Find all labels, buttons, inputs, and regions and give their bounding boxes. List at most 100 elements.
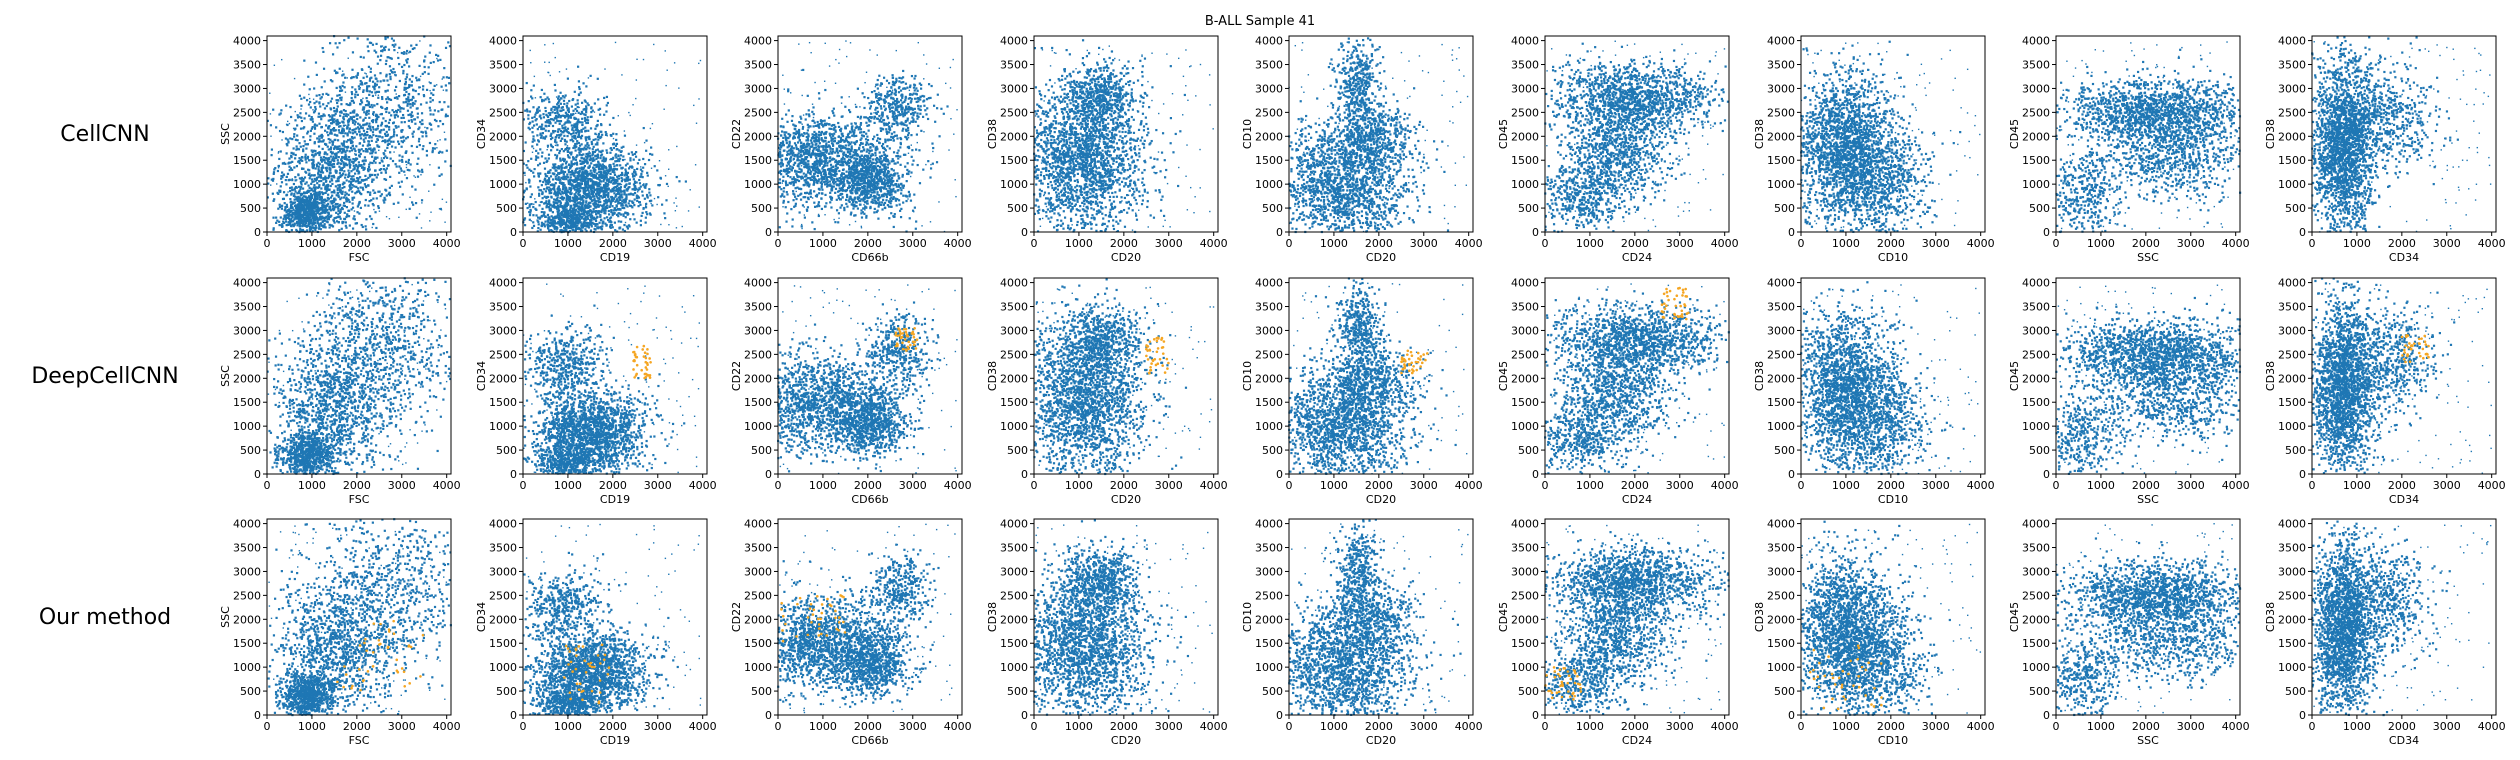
y-tick-label: 2000 xyxy=(744,130,772,143)
y-tick-label: 3000 xyxy=(744,565,772,578)
y-tick-label: 3000 xyxy=(1767,82,1795,95)
x-axis-label: CD24 xyxy=(1622,734,1652,747)
y-tick-label: 3500 xyxy=(1767,59,1795,72)
x-tick-label: 2000 xyxy=(1365,479,1393,492)
y-tick-label: 3000 xyxy=(744,324,772,337)
y-tick-label: 2000 xyxy=(1255,372,1283,385)
point-cloud xyxy=(1033,278,1214,475)
x-tick-label: 3000 xyxy=(1922,720,1950,733)
x-tick-label: 4000 xyxy=(1200,479,1228,492)
y-tick-label: 4000 xyxy=(1767,35,1795,48)
x-tick-label: 2000 xyxy=(343,237,371,250)
y-tick-label: 3500 xyxy=(744,542,772,555)
y-tick-label: 2000 xyxy=(1511,372,1539,385)
x-tick-label: 4000 xyxy=(433,237,461,250)
y-tick-label: 1000 xyxy=(1255,178,1283,191)
y-tick-label: 0 xyxy=(1532,226,1539,239)
x-tick-label: 0 xyxy=(2053,237,2060,250)
y-tick-label: 3000 xyxy=(2278,324,2306,337)
point-cloud xyxy=(1033,519,1213,716)
x-tick-label: 1000 xyxy=(2343,237,2371,250)
y-tick-label: 500 xyxy=(751,685,772,698)
y-tick-label: 0 xyxy=(510,709,517,722)
y-tick-label: 2000 xyxy=(1511,130,1539,143)
x-tick-label: 2000 xyxy=(854,720,882,733)
y-tick-label: 2000 xyxy=(2022,130,2050,143)
y-tick-label: 2500 xyxy=(489,348,517,361)
x-tick-label: 2000 xyxy=(2388,237,2416,250)
x-tick-label: 2000 xyxy=(1877,237,1905,250)
y-tick-label: 4000 xyxy=(1255,35,1283,48)
y-axis-label: CD38 xyxy=(986,602,999,632)
y-tick-label: 0 xyxy=(1532,709,1539,722)
x-tick-label: 1000 xyxy=(298,720,326,733)
x-axis-label: CD10 xyxy=(1878,493,1908,506)
y-tick-label: 1500 xyxy=(1511,154,1539,167)
x-axis-label: FSC xyxy=(349,734,370,747)
y-axis-label: CD22 xyxy=(730,361,743,391)
x-tick-label: 0 xyxy=(1542,720,1549,733)
y-tick-label: 2000 xyxy=(2278,130,2306,143)
x-axis-label: SSC xyxy=(2137,493,2159,506)
y-tick-label: 4000 xyxy=(744,277,772,290)
x-axis-label: CD20 xyxy=(1111,734,1141,747)
point-cloud xyxy=(522,524,701,716)
y-tick-label: 0 xyxy=(2043,709,2050,722)
row-label: CellCNN xyxy=(60,122,149,147)
y-tick-label: 500 xyxy=(496,685,517,698)
y-tick-label: 500 xyxy=(1262,202,1283,215)
y-tick-label: 2500 xyxy=(1767,589,1795,602)
x-tick-label: 2000 xyxy=(599,237,627,250)
y-tick-label: 2500 xyxy=(744,589,772,602)
y-axis-label: CD38 xyxy=(2264,361,2277,391)
y-tick-label: 500 xyxy=(1774,202,1795,215)
y-tick-label: 500 xyxy=(2285,202,2306,215)
x-tick-label: 3000 xyxy=(1410,237,1438,250)
y-axis-label: CD38 xyxy=(1753,602,1766,632)
x-tick-label: 3000 xyxy=(1922,479,1950,492)
y-tick-label: 500 xyxy=(751,444,772,457)
y-axis-label: CD10 xyxy=(1241,602,1254,632)
point-cloud xyxy=(1800,41,1980,234)
plot-frame xyxy=(1034,278,1218,474)
y-tick-label: 2500 xyxy=(1255,348,1283,361)
y-tick-label: 500 xyxy=(1007,685,1028,698)
y-tick-label: 3000 xyxy=(489,82,517,95)
point-cloud xyxy=(523,283,700,474)
x-tick-label: 3000 xyxy=(1922,237,1950,250)
y-tick-label: 1500 xyxy=(1511,396,1539,409)
x-tick-label: 1000 xyxy=(1065,237,1093,250)
x-tick-label: 4000 xyxy=(1711,479,1739,492)
point-cloud xyxy=(267,35,452,233)
y-tick-label: 0 xyxy=(1276,709,1283,722)
x-tick-label: 0 xyxy=(1542,479,1549,492)
y-tick-label: 0 xyxy=(254,468,261,481)
y-axis-label: CD34 xyxy=(475,602,488,632)
y-tick-label: 3000 xyxy=(233,565,261,578)
y-axis-label: CD22 xyxy=(730,602,743,632)
x-tick-label: 0 xyxy=(1542,237,1549,250)
y-tick-label: 3000 xyxy=(489,324,517,337)
y-tick-label: 1500 xyxy=(2022,154,2050,167)
x-tick-label: 1000 xyxy=(1576,479,1604,492)
y-tick-label: 3500 xyxy=(1255,59,1283,72)
y-tick-label: 1500 xyxy=(1767,396,1795,409)
y-tick-label: 4000 xyxy=(1511,35,1539,48)
x-tick-label: 0 xyxy=(264,237,271,250)
y-tick-label: 0 xyxy=(1788,709,1795,722)
x-tick-label: 3000 xyxy=(388,479,416,492)
y-axis-label: SSC xyxy=(219,365,232,387)
y-tick-label: 3000 xyxy=(2022,565,2050,578)
y-axis-label: CD45 xyxy=(2008,361,2021,391)
x-tick-label: 4000 xyxy=(1967,237,1995,250)
y-tick-label: 3500 xyxy=(1000,301,1028,314)
x-tick-label: 1000 xyxy=(554,720,582,733)
y-tick-label: 3500 xyxy=(233,301,261,314)
